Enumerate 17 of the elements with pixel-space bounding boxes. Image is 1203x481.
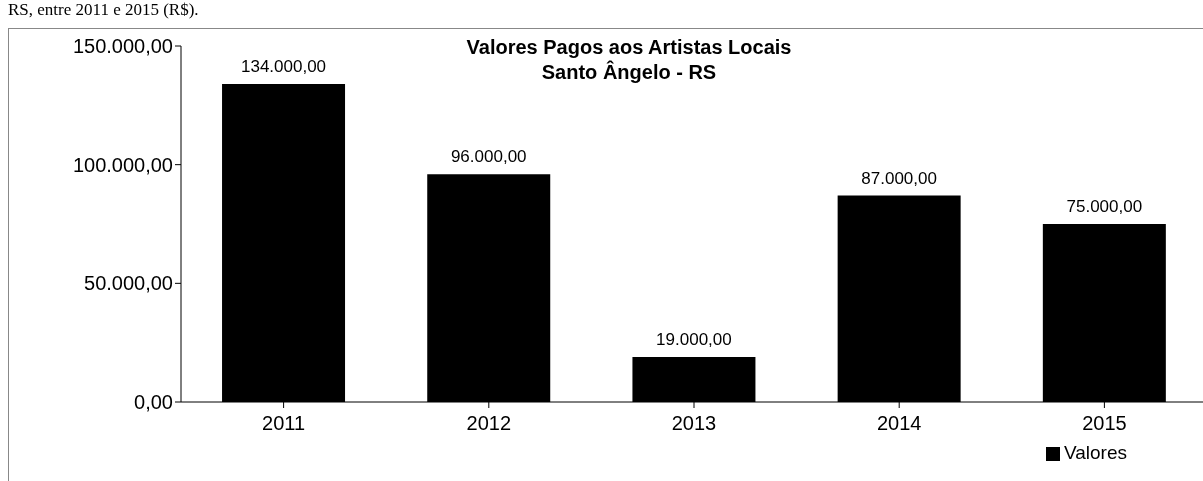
data-label: 75.000,00 [1066,197,1143,216]
x-tick-label: 2011 [262,412,306,435]
x-tick-label: 2012 [466,412,512,435]
x-tick-label: 2014 [876,412,922,435]
y-tick-label: 150.000,00 [72,35,173,58]
data-label: 134.000,00 [240,56,327,76]
chart-title: Valores Pagos aos Artistas Locais Santo Ângelo - RS [465,35,793,85]
y-tick-label: 100.000,00 [72,153,173,176]
x-tick-label: 2013 [671,412,717,435]
text: RS, entre 2011 e 2015 (R$). [8,0,199,20]
y-tick-label: 50.000,00 [84,272,173,295]
y-tick-label: 0,00 [134,391,173,414]
legend-label: Valores [1063,442,1127,463]
data-label: 96.000,00 [450,147,527,167]
x-tick-label: 2015 [1082,412,1127,435]
data-label: 19.000,00 [656,329,732,349]
data-label: 87.000,00 [861,168,937,188]
